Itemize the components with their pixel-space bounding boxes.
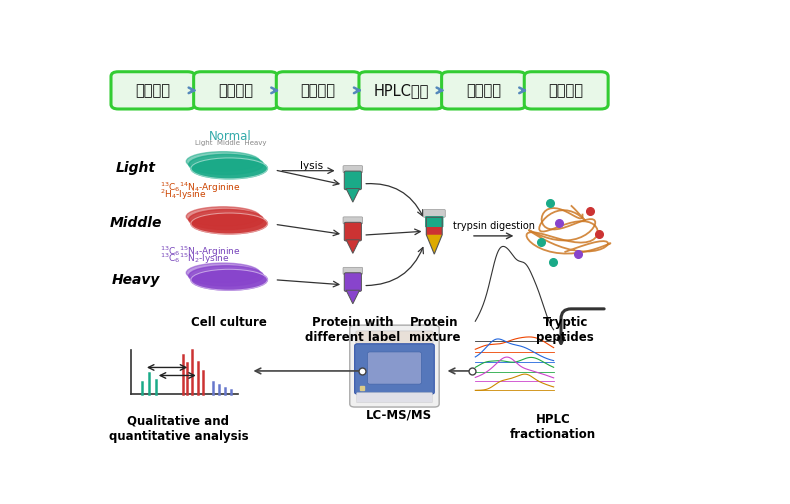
Text: Protein
mixture: Protein mixture <box>408 316 460 344</box>
Text: LC-MS/MS: LC-MS/MS <box>366 409 432 422</box>
Ellipse shape <box>186 263 260 282</box>
Text: 细胞标记: 细胞标记 <box>135 83 171 98</box>
FancyBboxPatch shape <box>356 393 432 403</box>
Ellipse shape <box>189 154 263 174</box>
FancyBboxPatch shape <box>425 216 443 227</box>
Polygon shape <box>427 227 442 235</box>
Text: Light  Middle  Heavy: Light Middle Heavy <box>194 140 266 146</box>
Text: Middle: Middle <box>109 217 162 230</box>
Polygon shape <box>346 290 359 304</box>
FancyBboxPatch shape <box>194 72 277 109</box>
FancyBboxPatch shape <box>343 217 363 224</box>
FancyBboxPatch shape <box>276 72 360 109</box>
Text: trypsin digestion: trypsin digestion <box>453 221 535 231</box>
Text: 质谱分析: 质谱分析 <box>466 83 501 98</box>
Text: $^{13}$C$_6$$^{15}$N$_4$-Arginine: $^{13}$C$_6$$^{15}$N$_4$-Arginine <box>160 245 241 260</box>
Ellipse shape <box>189 210 263 230</box>
Ellipse shape <box>191 269 268 290</box>
Text: 蛋白提取: 蛋白提取 <box>218 83 253 98</box>
Text: Heavy: Heavy <box>111 273 160 287</box>
FancyBboxPatch shape <box>442 72 525 109</box>
Text: lysis: lysis <box>300 161 323 171</box>
Polygon shape <box>346 188 359 202</box>
FancyBboxPatch shape <box>344 171 361 190</box>
FancyBboxPatch shape <box>111 72 195 109</box>
Text: $^{13}$C$_6$$^{15}$N$_2$-lysine: $^{13}$C$_6$$^{15}$N$_2$-lysine <box>160 251 229 266</box>
Text: Tryptic
peptides: Tryptic peptides <box>536 316 594 344</box>
FancyBboxPatch shape <box>355 344 435 394</box>
Ellipse shape <box>191 213 268 234</box>
Polygon shape <box>346 240 359 254</box>
Polygon shape <box>427 235 442 254</box>
Ellipse shape <box>186 207 260 226</box>
Text: Protein with
different label: Protein with different label <box>305 316 401 344</box>
Ellipse shape <box>191 158 268 179</box>
FancyBboxPatch shape <box>343 166 363 173</box>
FancyBboxPatch shape <box>525 72 608 109</box>
FancyBboxPatch shape <box>367 352 421 384</box>
FancyBboxPatch shape <box>423 210 446 217</box>
FancyBboxPatch shape <box>344 273 361 291</box>
Text: Qualitative and
quantitative analysis: Qualitative and quantitative analysis <box>108 415 248 443</box>
Text: $^{13}$C$_6$$^{14}$N$_4$-Arginine: $^{13}$C$_6$$^{14}$N$_4$-Arginine <box>160 180 241 195</box>
Text: HPLC分离: HPLC分离 <box>373 83 429 98</box>
Text: Light: Light <box>115 161 156 175</box>
FancyBboxPatch shape <box>359 72 443 109</box>
Text: 酶解消化: 酶解消化 <box>301 83 336 98</box>
FancyBboxPatch shape <box>350 325 439 407</box>
Text: HPLC
fractionation: HPLC fractionation <box>510 413 596 441</box>
Text: $^2$H$_4$-lysine: $^2$H$_4$-lysine <box>160 187 206 202</box>
FancyBboxPatch shape <box>344 222 361 241</box>
FancyBboxPatch shape <box>343 267 363 274</box>
Text: Cell culture: Cell culture <box>191 316 267 329</box>
FancyBboxPatch shape <box>356 331 433 345</box>
Text: Normal: Normal <box>209 130 252 143</box>
Ellipse shape <box>186 152 260 171</box>
Text: 数据分析: 数据分析 <box>549 83 584 98</box>
Ellipse shape <box>189 266 263 286</box>
